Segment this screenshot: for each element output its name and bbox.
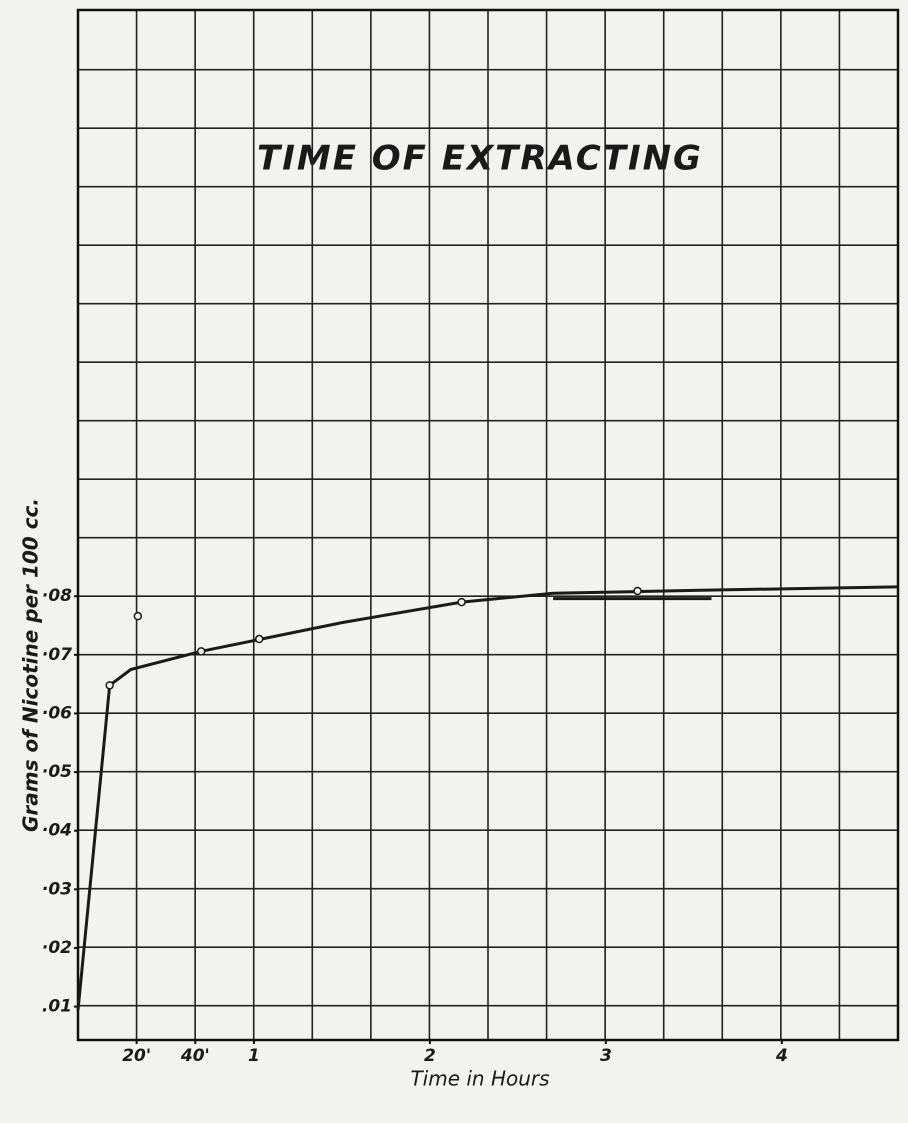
data-point [633,586,642,596]
x-tick-label: 20' [122,1046,151,1066]
y-tick-label: ·06 [42,703,72,723]
x-tick-label: 1 [248,1046,260,1066]
y-axis-label: Grams of Nicotine per 100 cc. [19,498,43,832]
y-tick-label: .01 [42,997,72,1017]
data-point [254,634,264,644]
y-tick-label: ·03 [42,879,72,899]
y-tick-label: ·08 [42,586,72,606]
plot-frame [76,8,900,1042]
x-tick-label: 3 [600,1046,612,1066]
data-point [457,597,466,607]
y-tick-label: ·05 [42,762,72,782]
x-tick-label: 40' [180,1046,210,1066]
data-point [133,611,143,621]
y-tick-label: ·04 [42,821,72,841]
data-point [196,647,206,656]
x-axis-label: Time in Hours [410,1067,549,1091]
x-tick-label: 2 [424,1046,436,1066]
y-tick-label: ·02 [42,938,72,958]
data-point [105,681,114,690]
curve [76,585,899,1011]
x-tick-label: 4 [775,1046,788,1066]
chart-title: TIME OF EXTRACTING [257,139,703,179]
y-tick-label: ·07 [42,645,72,665]
